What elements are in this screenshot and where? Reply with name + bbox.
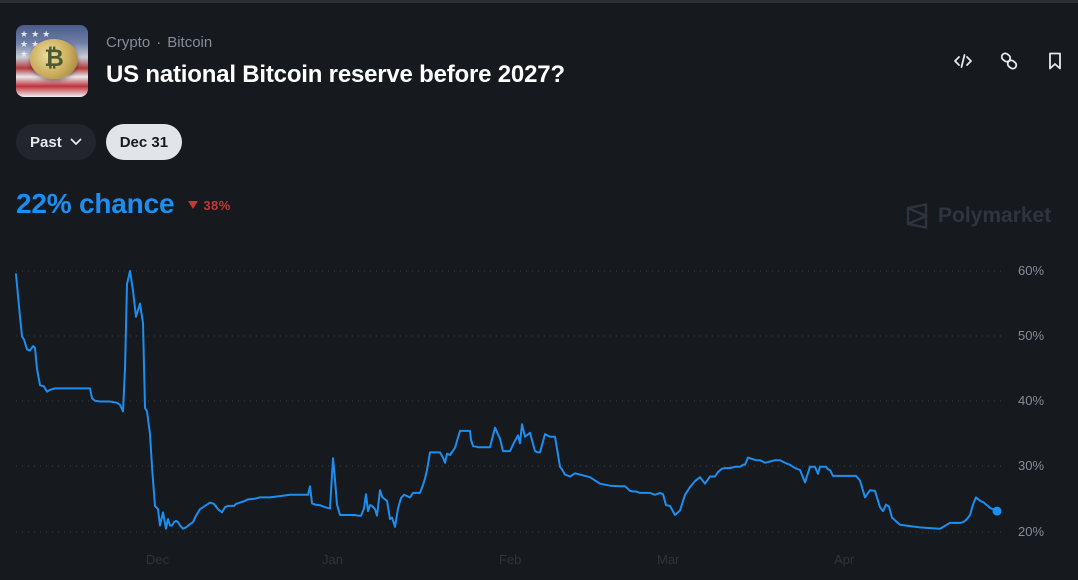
y-axis-label: 30% xyxy=(1018,458,1045,473)
date-label: Dec 31 xyxy=(119,133,169,151)
code-embed-icon xyxy=(954,54,972,68)
chevron-down-icon xyxy=(70,138,82,145)
market-header: ★★★★★★★★ ₿ Crypto · Bitcoin US national … xyxy=(16,25,1066,97)
x-axis-label: Feb xyxy=(499,552,522,567)
market-title: US national Bitcoin reserve before 2027? xyxy=(106,61,565,88)
watermark-label: Polymarket xyxy=(938,204,1052,227)
current-value-dot xyxy=(992,506,1002,516)
chance-value: 22% chance xyxy=(16,188,175,219)
y-axis-label: 20% xyxy=(1018,524,1045,539)
bookmark-icon xyxy=(1049,52,1061,70)
link-icon xyxy=(1000,52,1018,70)
copy-link-button[interactable] xyxy=(998,50,1020,72)
polymarket-logo-icon xyxy=(906,203,928,229)
bookmark-button[interactable] xyxy=(1044,50,1066,72)
x-axis-label: Apr xyxy=(834,552,855,567)
x-axis-label: Jan xyxy=(322,552,343,567)
chart-filters: Past Dec 31 xyxy=(16,124,183,160)
embed-button[interactable] xyxy=(952,50,974,72)
chance-summary: 22% chance 38% xyxy=(16,188,231,220)
x-axis-label: Mar xyxy=(657,552,680,567)
breadcrumb-bitcoin[interactable]: Bitcoin xyxy=(167,34,213,51)
x-axis-label: Dec xyxy=(146,552,170,567)
chart-canvas xyxy=(15,270,1002,533)
breadcrumb-separator: · xyxy=(156,34,162,51)
price-chart[interactable]: 60% 50% 40% 30% 20% Dec Jan Feb Mar Apr xyxy=(0,250,1078,580)
y-axis-label: 50% xyxy=(1018,328,1045,343)
top-border xyxy=(0,0,1078,3)
y-axis-label: 40% xyxy=(1018,393,1045,408)
polymarket-watermark: Polymarket xyxy=(905,203,1051,229)
down-triangle-icon xyxy=(188,201,199,209)
y-axis-label: 60% xyxy=(1018,263,1045,278)
change-value: 38% xyxy=(203,197,231,213)
past-dropdown[interactable]: Past xyxy=(16,124,96,160)
breadcrumb-crypto[interactable]: Crypto xyxy=(106,34,151,51)
past-label: Past xyxy=(30,133,62,151)
change-badge: 38% xyxy=(188,198,231,213)
bitcoin-coin-icon: ₿ xyxy=(30,39,78,79)
header-actions xyxy=(952,50,1066,72)
breadcrumb: Crypto · Bitcoin xyxy=(106,34,212,51)
flag-stars-decoration: ★★★★★★★★ xyxy=(20,29,54,59)
price-line xyxy=(15,270,998,530)
market-thumbnail: ★★★★★★★★ ₿ xyxy=(16,25,88,97)
date-filter-dec31[interactable]: Dec 31 xyxy=(105,124,183,160)
